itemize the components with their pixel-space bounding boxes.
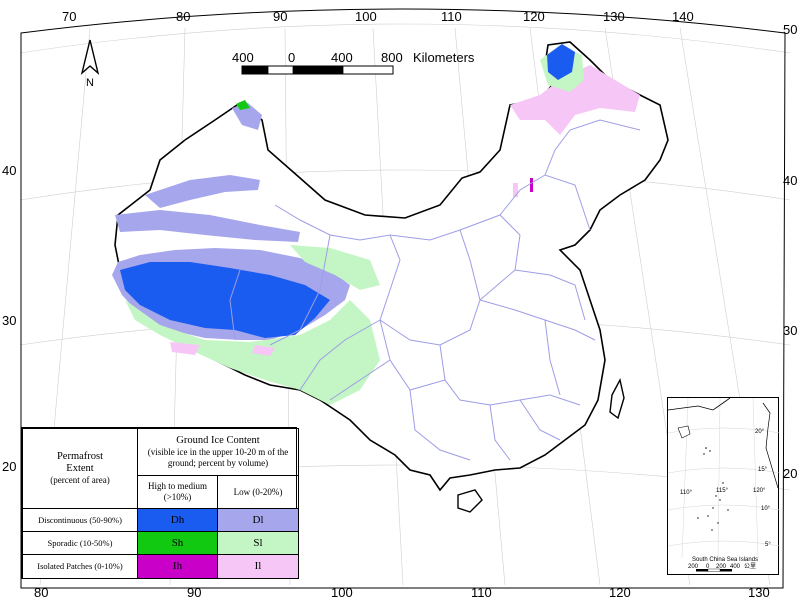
inset-lat-label: 15°: [758, 467, 768, 473]
lat-label-right: 40: [783, 173, 797, 188]
lon-label-top: 110: [441, 9, 462, 24]
inset-philippines: [762, 402, 779, 489]
inset-scale-label: 公里: [744, 563, 756, 570]
legend-row-label: Sporadic (10-50%): [22, 531, 138, 555]
right-latitude-labels: 50 40 30 20: [783, 22, 797, 481]
legend-row-label: Isolated Patches (0-10%): [22, 554, 138, 579]
inset-lon-label: 110°: [680, 490, 693, 496]
scale-label: 0: [288, 50, 295, 65]
lon-label-bottom: 110: [471, 585, 492, 600]
inset-islands: [697, 447, 729, 531]
lat-label-right: 20: [783, 466, 797, 481]
scale-bar: 400 0 400 800 Kilometers: [232, 50, 475, 75]
legend: Permafrost Extent (percent of area) Grou…: [21, 427, 299, 579]
inset-scale-label: 400: [730, 564, 741, 570]
lon-label-top: 140: [672, 9, 694, 24]
permafrost-dl-altai: [232, 103, 262, 130]
legend-col-high: High to medium (>10%): [137, 475, 218, 509]
legend-swatch-il: Il: [217, 554, 299, 579]
inset-map: 20° 15° 10° 5° 110° 115° 120° South Chin…: [668, 398, 780, 572]
bottom-longitude-labels: 80 90 100 110 120 130: [34, 585, 770, 600]
inset-scale-label: 200: [688, 564, 699, 570]
legend-swatch-sh: Sh: [137, 531, 218, 555]
permafrost-sl-altai: [236, 100, 250, 110]
lon-label-top: 130: [603, 9, 625, 24]
south-china-sea-inset: 20° 15° 10° 5° 110° 115° 120° South Chin…: [667, 397, 780, 575]
taiwan-island: [609, 378, 625, 420]
scale-label: 800: [381, 50, 403, 65]
legend-swatch-dl: Dl: [217, 508, 299, 532]
permafrost-ih-northeast: [530, 178, 533, 192]
permafrost-dh-northeast: [547, 44, 575, 80]
lon-label-bottom: 130: [748, 585, 770, 600]
permafrost-il-tibet-2: [252, 345, 275, 356]
legend-swatch-dh: Dh: [137, 508, 218, 532]
lon-label-bottom: 120: [609, 585, 631, 600]
lon-label-top: 100: [355, 9, 377, 24]
inset-hainan: [677, 425, 691, 439]
lat-label-left: 20: [2, 459, 16, 474]
lon-label-bottom: 90: [187, 585, 201, 600]
inset-lat-label: 20°: [755, 429, 765, 435]
permafrost-il-tibet: [170, 342, 200, 355]
legend-ground-ice-title: Ground Ice Content: [176, 435, 260, 446]
inset-caption: South China Sea Islands: [692, 557, 758, 563]
legend-ground-ice-header: Ground Ice Content (visible ice in the u…: [137, 428, 299, 476]
top-longitude-labels: 70 80 90 100 110 120 130 140: [62, 9, 694, 24]
province-boundaries: [229, 119, 641, 461]
legend-extent-header: Permafrost Extent (percent of area): [22, 428, 138, 509]
lon-label-top: 90: [273, 9, 287, 24]
lat-label-right: 30: [783, 323, 797, 338]
lat-label-left: 30: [2, 313, 16, 328]
inset-lat-label: 10°: [761, 506, 771, 512]
lon-label-top: 70: [62, 9, 76, 24]
left-latitude-labels: 40 30 20: [2, 163, 16, 474]
north-arrow: N: [80, 39, 100, 89]
permafrost-dl-kunlun: [115, 210, 300, 242]
permafrost-il-northeast: [510, 65, 640, 135]
legend-col-low: Low (0-20%): [217, 475, 299, 509]
permafrost-dl-tianshan: [145, 175, 260, 208]
legend-swatch-sl: Sl: [217, 531, 299, 555]
lon-label-bottom: 100: [331, 585, 353, 600]
legend-swatch-ih: Ih: [137, 554, 218, 579]
inset-lon-label: 115°: [716, 488, 729, 494]
map-frame: [20, 8, 786, 589]
legend-extent-line: Permafrost: [56, 451, 104, 462]
lon-label-top: 80: [176, 9, 190, 24]
inset-coastline: [668, 398, 731, 411]
inset-lon-label: 120°: [753, 488, 766, 494]
inset-scale-label: 0: [706, 564, 710, 570]
permafrost-dh-tibet: [120, 262, 330, 338]
lat-label-left: 40: [2, 163, 16, 178]
legend-extent-line: (percent of area): [50, 475, 110, 485]
lon-label-bottom: 80: [34, 585, 48, 600]
scale-label: 400: [232, 50, 254, 65]
scale-label: 400: [331, 50, 353, 65]
hainan-island: [457, 489, 483, 513]
inset-scale-label: 200: [716, 564, 727, 570]
permafrost-sl-qilian: [290, 245, 380, 290]
legend-row-label: Discontinuous (50-90%): [22, 508, 138, 532]
north-label: N: [86, 77, 94, 89]
legend-ground-ice-sub: (visible ice in the upper 10-20 m of the…: [147, 447, 289, 468]
lon-label-top: 120: [523, 9, 545, 24]
lat-label-right: 50: [783, 22, 797, 37]
north-arrow-icon: [80, 39, 100, 75]
scale-unit: Kilometers: [413, 50, 475, 65]
legend-extent-line: Extent: [66, 463, 94, 474]
inset-lat-label: 5°: [765, 542, 771, 548]
